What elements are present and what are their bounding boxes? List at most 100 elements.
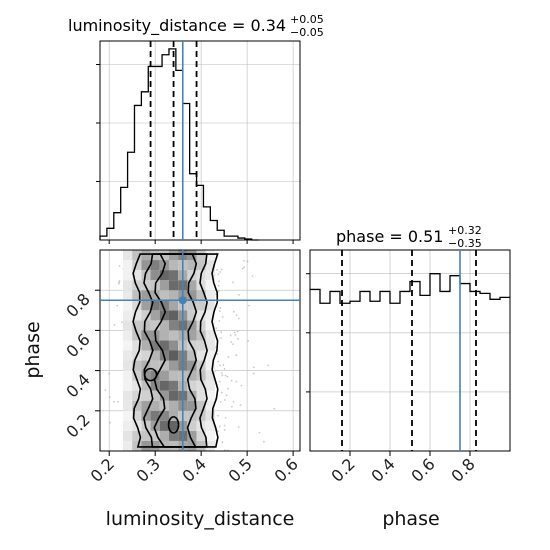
sample-point bbox=[217, 414, 219, 417]
sample-point bbox=[240, 384, 243, 387]
density-cell bbox=[168, 370, 179, 381]
density-cell bbox=[132, 380, 142, 391]
density-cell bbox=[168, 350, 179, 361]
sample-point bbox=[218, 380, 221, 383]
density-cell bbox=[205, 350, 215, 361]
density-cell bbox=[168, 290, 179, 301]
density-cell bbox=[141, 340, 151, 351]
density-cell bbox=[141, 310, 151, 321]
density-cell bbox=[205, 420, 215, 431]
sample-point bbox=[225, 394, 228, 397]
density-cell bbox=[122, 300, 133, 311]
density-cell bbox=[122, 380, 133, 391]
sample-point bbox=[227, 387, 229, 390]
title-luminosity-distance-minus: −0.05 bbox=[290, 26, 324, 39]
sample-point bbox=[236, 330, 239, 333]
sample-point bbox=[235, 354, 238, 357]
density-cell bbox=[150, 370, 160, 381]
sample-point bbox=[218, 425, 221, 428]
density-cell bbox=[205, 400, 215, 411]
density-cell bbox=[168, 330, 179, 341]
sample-point bbox=[116, 304, 119, 307]
luminosity-distance-vs-phase-density-panel: 0.2 0.3 0.4 0.5 0.6 0.2 0.4 0.6 0.8 bbox=[62, 249, 302, 486]
density-cell bbox=[159, 390, 169, 401]
density-cell bbox=[150, 390, 160, 401]
density-cell bbox=[141, 400, 151, 411]
sample-point bbox=[230, 341, 233, 343]
density-cell bbox=[159, 410, 169, 421]
sample-point bbox=[219, 364, 221, 367]
sample-point bbox=[218, 280, 220, 283]
density-cell bbox=[187, 260, 197, 271]
sample-point bbox=[218, 320, 221, 322]
sample-point bbox=[232, 310, 235, 313]
x-tick-label-phase: 0.8 bbox=[447, 454, 478, 485]
density-cell bbox=[122, 310, 133, 321]
sample-point bbox=[220, 372, 223, 374]
sample-point bbox=[118, 265, 121, 267]
density-cell bbox=[187, 270, 197, 281]
sample-point bbox=[216, 430, 219, 432]
sample-point bbox=[229, 334, 232, 337]
x-tick-label-ld: 0.6 bbox=[270, 454, 301, 485]
density-cell bbox=[159, 380, 169, 391]
density-cell bbox=[187, 310, 197, 321]
luminosity-distance-histogram-panel bbox=[96, 40, 301, 244]
sample-point bbox=[273, 407, 276, 410]
density-cell bbox=[187, 430, 197, 441]
y-tick-label-phase: 0.6 bbox=[62, 330, 93, 361]
sample-point bbox=[219, 400, 222, 403]
sample-point bbox=[120, 321, 123, 324]
density-cell bbox=[168, 250, 179, 261]
density-cell bbox=[122, 350, 133, 361]
sample-point bbox=[118, 280, 121, 282]
density-cell bbox=[150, 400, 160, 411]
density-cell bbox=[122, 270, 133, 281]
density-cell bbox=[205, 360, 215, 371]
sample-point bbox=[220, 391, 223, 394]
density-cell bbox=[187, 350, 197, 361]
density-cell bbox=[132, 440, 142, 451]
density-cell bbox=[122, 390, 133, 401]
density-cell bbox=[187, 380, 197, 391]
density-cell bbox=[132, 370, 142, 381]
sample-point bbox=[243, 260, 245, 262]
sample-point bbox=[223, 367, 226, 370]
density-cell bbox=[122, 440, 133, 451]
sample-point bbox=[235, 380, 238, 383]
density-cell bbox=[132, 290, 142, 301]
sample-point bbox=[251, 275, 254, 278]
density-cell bbox=[168, 430, 179, 441]
density-cell bbox=[196, 260, 206, 271]
density-cell bbox=[196, 330, 206, 341]
sample-point bbox=[220, 337, 222, 340]
density-cell bbox=[132, 320, 142, 331]
density-cell bbox=[159, 320, 169, 331]
density-cell bbox=[150, 440, 160, 451]
density-cell bbox=[187, 330, 197, 341]
phase-histogram-panel: 0.2 0.4 0.6 0.8 bbox=[306, 249, 511, 486]
sample-point bbox=[235, 314, 238, 317]
density-cell bbox=[168, 360, 179, 371]
top-panel-frame bbox=[99, 40, 301, 241]
density-cell bbox=[122, 320, 133, 331]
density-cell bbox=[159, 270, 169, 281]
density-cell bbox=[141, 300, 151, 311]
density-cell bbox=[141, 380, 151, 391]
x-tick-label-ld: 0.3 bbox=[133, 454, 164, 485]
middle-panel-frame bbox=[99, 249, 301, 452]
density-cell bbox=[187, 390, 197, 401]
sample-point bbox=[217, 360, 220, 363]
density-cell bbox=[159, 280, 169, 291]
contour-island bbox=[167, 416, 180, 434]
sample-point bbox=[233, 331, 236, 334]
density-cell bbox=[150, 310, 160, 321]
density-cell bbox=[132, 360, 142, 371]
density-cell bbox=[150, 340, 160, 351]
sample-point bbox=[216, 268, 218, 271]
sample-point bbox=[230, 379, 233, 382]
x-tick-label-phase: 0.6 bbox=[407, 454, 438, 485]
density-cell bbox=[132, 270, 142, 281]
truth-marker bbox=[178, 296, 187, 305]
sample-point bbox=[232, 400, 235, 403]
